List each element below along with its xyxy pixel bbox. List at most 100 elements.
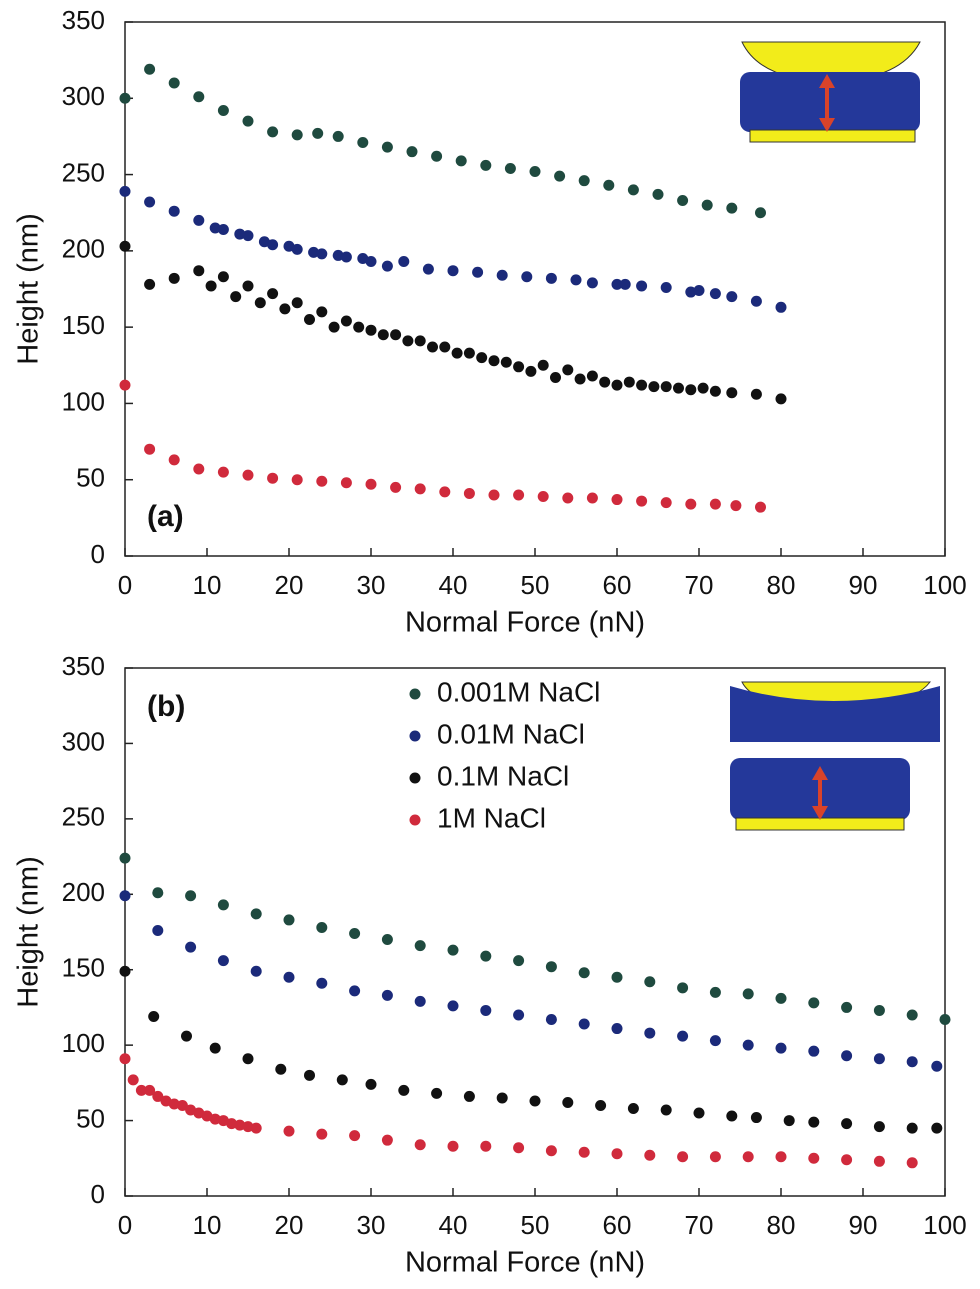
data-point <box>332 249 344 261</box>
data-point <box>267 288 279 300</box>
data-point <box>480 159 492 171</box>
data-point <box>181 1030 192 1042</box>
data-point <box>775 1042 787 1054</box>
data-point <box>496 1092 508 1104</box>
data-point <box>168 1098 180 1110</box>
data-point <box>209 1042 221 1054</box>
data-point <box>234 1119 246 1131</box>
data-point <box>357 137 369 149</box>
data-point <box>550 371 561 383</box>
data-point <box>636 495 648 507</box>
data-point <box>365 324 377 336</box>
data-point <box>476 352 488 364</box>
data-point <box>841 1118 853 1130</box>
data-point <box>439 341 451 353</box>
y-tick-label: 50 <box>76 463 105 493</box>
data-point <box>742 1039 754 1051</box>
data-point <box>562 1096 574 1108</box>
data-point <box>193 214 205 226</box>
data-point <box>685 384 697 396</box>
data-point <box>144 278 156 290</box>
data-point <box>611 971 623 983</box>
data-point <box>513 955 525 967</box>
data-point <box>545 1145 557 1157</box>
data-point <box>841 1001 853 1013</box>
data-point <box>422 263 434 275</box>
data-point <box>152 924 164 936</box>
data-point <box>939 1013 951 1025</box>
data-point <box>521 271 533 283</box>
data-point <box>381 989 393 1001</box>
data-point <box>312 127 324 139</box>
data-point <box>316 921 328 933</box>
data-point <box>308 246 320 258</box>
data-point <box>755 207 766 219</box>
data-point <box>611 1023 623 1035</box>
data-point <box>730 500 742 512</box>
data-point <box>119 890 131 902</box>
data-point <box>242 1121 254 1133</box>
data-point <box>291 474 303 486</box>
data-point <box>349 1130 361 1142</box>
data-point <box>750 1112 762 1124</box>
data-point <box>931 1060 943 1072</box>
data-point <box>209 1113 221 1125</box>
data-point <box>906 1009 918 1021</box>
data-point <box>316 248 328 260</box>
x-tick-label: 30 <box>357 1210 386 1240</box>
data-point <box>217 899 229 911</box>
legend-marker <box>409 814 421 826</box>
data-point <box>381 260 393 272</box>
data-point <box>574 373 586 385</box>
data-point <box>480 950 492 962</box>
data-point <box>168 205 180 217</box>
data-point <box>234 228 246 240</box>
data-point <box>193 91 205 103</box>
data-point <box>283 914 295 926</box>
y-tick-label: 0 <box>91 539 105 569</box>
x-tick-label: 60 <box>603 570 632 600</box>
data-point <box>267 126 279 138</box>
data-point <box>709 1035 721 1047</box>
data-point <box>406 146 418 158</box>
data-point <box>377 329 389 341</box>
data-point <box>349 928 361 940</box>
data-point <box>230 291 242 303</box>
data-point <box>119 185 131 197</box>
data-point <box>381 141 393 153</box>
x-tick-label: 70 <box>685 1210 714 1240</box>
x-tick-label: 40 <box>439 570 468 600</box>
data-point <box>480 1140 492 1152</box>
data-point <box>513 489 525 501</box>
data-point <box>127 1074 139 1086</box>
data-point <box>144 63 156 75</box>
y-tick-label: 250 <box>62 802 105 832</box>
data-point <box>636 379 648 391</box>
data-point <box>726 202 738 214</box>
data-point <box>586 277 598 289</box>
data-point <box>119 1053 131 1065</box>
data-point <box>439 486 451 498</box>
data-point <box>660 381 672 393</box>
data-point <box>119 379 131 391</box>
y-tick-label: 150 <box>62 310 105 340</box>
data-point <box>267 472 279 484</box>
data-point <box>578 1146 590 1158</box>
data-point <box>447 1000 459 1012</box>
data-point <box>775 393 787 405</box>
x-tick-label: 70 <box>685 570 714 600</box>
data-point <box>488 489 500 501</box>
data-point <box>644 976 656 988</box>
data-point <box>390 329 402 341</box>
data-point <box>185 941 197 953</box>
data-point <box>685 286 697 298</box>
data-point <box>931 1122 943 1134</box>
data-point <box>250 1122 262 1134</box>
data-point <box>463 487 475 499</box>
data-point <box>525 365 537 377</box>
data-point <box>304 314 315 326</box>
data-point <box>332 130 344 142</box>
data-point <box>135 1084 147 1096</box>
data-point <box>496 269 508 281</box>
y-tick-label: 0 <box>91 1179 105 1209</box>
